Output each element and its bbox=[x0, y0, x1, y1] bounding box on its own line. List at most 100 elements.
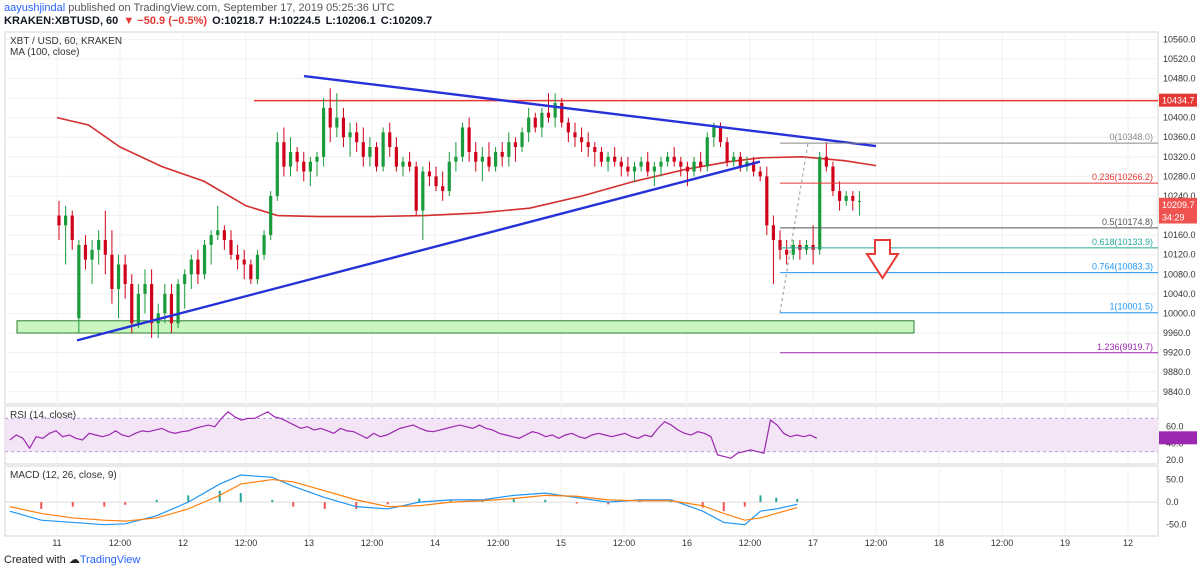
candle-body bbox=[639, 161, 643, 167]
candle bbox=[725, 137, 729, 167]
macd-histogram-bar bbox=[670, 501, 673, 503]
candle-body bbox=[328, 107, 332, 128]
candle-body bbox=[441, 186, 445, 192]
candle-body bbox=[189, 259, 193, 275]
candle bbox=[672, 147, 676, 167]
candle bbox=[202, 240, 207, 280]
candle-body bbox=[791, 244, 795, 255]
candle-body bbox=[474, 151, 478, 162]
macd-histogram-bar bbox=[40, 502, 43, 509]
candle-body bbox=[480, 156, 484, 162]
chart-header: aayushjindal published on TradingView.co… bbox=[0, 0, 1200, 30]
candle-body bbox=[434, 176, 438, 187]
macd-histogram-bar bbox=[607, 502, 610, 505]
candle-body bbox=[500, 151, 504, 157]
candle-body bbox=[778, 240, 782, 250]
candle-body bbox=[322, 107, 326, 157]
time-axis-tick: 12:00 bbox=[739, 538, 762, 548]
candle-body bbox=[202, 244, 207, 275]
candle-body bbox=[520, 132, 524, 148]
symbol-label: KRAKEN:XBTUSD, 60 bbox=[4, 15, 119, 27]
candle bbox=[685, 161, 690, 187]
candle bbox=[692, 156, 696, 177]
fib-level-label: 0.236(10266.2) bbox=[1092, 172, 1153, 182]
time-axis-tick: 19 bbox=[1060, 538, 1070, 548]
candle bbox=[421, 166, 425, 241]
candle-body bbox=[652, 166, 656, 172]
candle bbox=[381, 127, 385, 172]
candle-body bbox=[837, 191, 842, 201]
candle bbox=[613, 147, 617, 167]
candle bbox=[679, 156, 683, 177]
candle bbox=[851, 191, 855, 211]
candle-body bbox=[811, 244, 815, 250]
change-label: ▼ −50.9 (−0.5%) bbox=[123, 15, 208, 27]
macd-histogram-bar bbox=[418, 498, 421, 503]
candle bbox=[553, 93, 557, 128]
price-label-bg bbox=[1159, 197, 1197, 211]
candle-body bbox=[348, 132, 352, 138]
time-axis-tick: 12:00 bbox=[991, 538, 1014, 548]
candle bbox=[619, 156, 623, 177]
price-axis-tick: 10120.0 bbox=[1163, 250, 1196, 260]
candle bbox=[441, 171, 445, 201]
candle bbox=[229, 230, 233, 260]
candle bbox=[70, 210, 74, 250]
macd-pane-title: MACD (12, 26, close, 9) bbox=[10, 470, 117, 481]
macd-histogram-bar bbox=[701, 502, 704, 508]
candle bbox=[626, 156, 630, 177]
time-axis-tick: 17 bbox=[808, 538, 818, 548]
candle bbox=[454, 142, 458, 172]
author-link[interactable]: aayushjindal bbox=[4, 2, 66, 14]
price-label-bg bbox=[1159, 210, 1197, 224]
candle-body bbox=[183, 274, 187, 285]
candle-body bbox=[308, 161, 312, 172]
price-axis-tick: 10040.0 bbox=[1163, 289, 1196, 299]
time-axis-tick: 15 bbox=[556, 538, 566, 548]
candle-body bbox=[302, 161, 306, 172]
candle-body bbox=[169, 293, 174, 324]
candle bbox=[857, 191, 862, 216]
candle bbox=[447, 151, 451, 196]
price-axis-tick: 9880.0 bbox=[1163, 367, 1191, 377]
candle bbox=[579, 127, 584, 152]
candle bbox=[262, 230, 266, 260]
candle bbox=[785, 240, 789, 265]
candle-body bbox=[798, 244, 802, 250]
macd-histogram-bar bbox=[239, 493, 242, 503]
candle bbox=[64, 205, 68, 265]
candle-body bbox=[540, 112, 544, 128]
candle-body bbox=[626, 166, 630, 172]
candle-body bbox=[222, 230, 226, 241]
candle-body bbox=[692, 161, 696, 172]
candle bbox=[150, 269, 154, 338]
candle bbox=[818, 151, 822, 255]
candle bbox=[189, 254, 193, 289]
candle-body bbox=[255, 254, 260, 280]
candle bbox=[500, 142, 504, 167]
macd-histogram-bar bbox=[355, 502, 358, 509]
chart-canvas[interactable]: 0(10348.0) 0.236(10266.2) 0.5(10174.8) 0.61… bbox=[0, 28, 1200, 548]
candle-body bbox=[566, 122, 570, 133]
candle bbox=[593, 142, 597, 167]
candle-body bbox=[269, 195, 273, 236]
candle bbox=[83, 235, 88, 270]
price-pane bbox=[4, 31, 1159, 405]
candle bbox=[646, 151, 650, 177]
candle-body bbox=[414, 166, 418, 211]
candle bbox=[414, 161, 418, 216]
candle bbox=[460, 122, 465, 162]
time-axis-tick: 16 bbox=[682, 538, 692, 548]
macd-histogram-bar bbox=[638, 501, 641, 503]
time-axis-tick: 12 bbox=[1123, 538, 1133, 548]
price-label: 10209.7 bbox=[1162, 200, 1195, 210]
candle-body bbox=[70, 215, 74, 241]
tradingview-brand[interactable]: TradingView bbox=[79, 554, 141, 566]
candle-body bbox=[705, 137, 709, 167]
upper-trendline bbox=[303, 74, 877, 148]
candle-body bbox=[632, 166, 637, 172]
candle bbox=[632, 161, 637, 182]
price-pane-title: XBT / USD, 60, KRAKEN bbox=[10, 36, 122, 47]
candle-body bbox=[599, 151, 604, 162]
price-axis-tick: 10160.0 bbox=[1163, 230, 1196, 240]
